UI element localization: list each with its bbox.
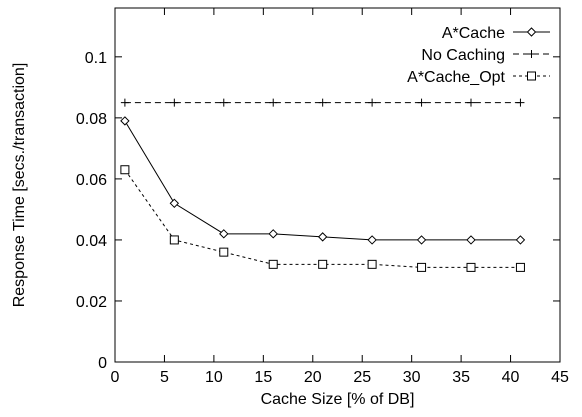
y-tick-label: 0.04 bbox=[76, 233, 107, 250]
series-a-cache-opt bbox=[120, 165, 525, 272]
legend-marker-a-cache-opt bbox=[527, 71, 536, 81]
legend-marker-a-cache bbox=[526, 27, 537, 37]
data-point-a-cache bbox=[268, 229, 278, 239]
y-tick-label: 0.08 bbox=[76, 111, 107, 128]
x-tick-label: 20 bbox=[304, 369, 322, 386]
data-point-a-cache bbox=[120, 116, 130, 126]
x-tick-label: 40 bbox=[502, 369, 520, 386]
x-tick-label: 0 bbox=[111, 369, 120, 386]
data-point-no-caching bbox=[516, 98, 525, 107]
y-tick-label: 0.06 bbox=[76, 172, 107, 189]
x-tick-label: 10 bbox=[205, 369, 223, 386]
series-line-a-cache-opt bbox=[124, 169, 521, 268]
y-tick-label: 0.02 bbox=[76, 294, 107, 311]
x-axis-title: Cache Size [% of DB] bbox=[261, 391, 415, 408]
data-point-a-cache-opt bbox=[318, 259, 328, 269]
data-point-a-cache-opt bbox=[169, 235, 179, 245]
data-point-a-cache-opt bbox=[219, 247, 229, 257]
series-no-caching bbox=[120, 98, 525, 107]
legend: A*Cache No Caching A*Cache_Opt bbox=[407, 25, 550, 86]
y-tick-label: 0 bbox=[98, 355, 107, 372]
legend-label-no-caching: No Caching bbox=[421, 47, 505, 64]
data-point-a-cache bbox=[515, 235, 526, 245]
data-point-no-caching bbox=[318, 98, 327, 107]
data-point-a-cache bbox=[367, 235, 377, 245]
y-axis-title: Response Time [secs./transaction] bbox=[11, 63, 28, 308]
series-line-a-cache bbox=[124, 120, 521, 241]
data-point-a-cache-opt bbox=[466, 262, 476, 272]
data-point-a-cache bbox=[219, 229, 229, 239]
data-point-a-cache bbox=[416, 235, 427, 245]
data-point-a-cache-opt bbox=[367, 259, 377, 269]
data-point-a-cache-opt bbox=[515, 262, 525, 272]
data-point-no-caching bbox=[170, 98, 179, 107]
data-point-a-cache bbox=[317, 232, 328, 242]
data-point-no-caching bbox=[269, 98, 278, 107]
data-point-a-cache-opt bbox=[268, 259, 278, 269]
legend-marker-no-caching bbox=[527, 50, 536, 58]
x-tick-label: 35 bbox=[452, 369, 470, 386]
x-tick-label: 25 bbox=[353, 369, 371, 386]
data-point-no-caching bbox=[120, 98, 129, 107]
x-tick-labels: 0 5 10 15 20 25 30 35 40 45 bbox=[111, 369, 569, 386]
data-point-a-cache bbox=[169, 198, 180, 209]
data-point-a-cache-opt bbox=[120, 165, 130, 175]
legend-label-a-cache-opt: A*Cache_Opt bbox=[407, 69, 505, 86]
data-point-no-caching bbox=[467, 98, 475, 107]
x-tick-label: 45 bbox=[551, 369, 569, 386]
series-layer bbox=[120, 98, 526, 272]
x-tick-label: 30 bbox=[403, 369, 421, 386]
data-point-no-caching bbox=[219, 98, 228, 107]
series-a-cache bbox=[120, 116, 526, 245]
y-tick-label: 0.1 bbox=[85, 50, 107, 67]
ticks-layer bbox=[114, 8, 561, 363]
x-tick-label: 15 bbox=[254, 369, 272, 386]
data-point-no-caching bbox=[368, 98, 377, 107]
x-tick-label: 5 bbox=[160, 369, 169, 386]
legend-label-a-cache: A*Cache bbox=[442, 25, 505, 42]
data-point-no-caching bbox=[417, 98, 426, 107]
data-point-a-cache-opt bbox=[417, 262, 427, 272]
data-point-a-cache bbox=[466, 235, 476, 245]
y-tick-labels: 0 0.02 0.04 0.06 0.08 0.1 bbox=[76, 50, 107, 372]
plot-frame bbox=[114, 7, 561, 363]
